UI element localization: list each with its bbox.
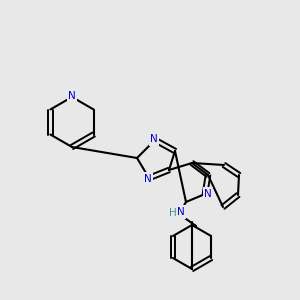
- Text: H: H: [169, 208, 177, 218]
- Text: N: N: [150, 134, 158, 144]
- Text: N: N: [204, 189, 212, 199]
- Text: N: N: [144, 174, 152, 184]
- Text: N: N: [68, 91, 76, 101]
- Text: N: N: [177, 207, 185, 217]
